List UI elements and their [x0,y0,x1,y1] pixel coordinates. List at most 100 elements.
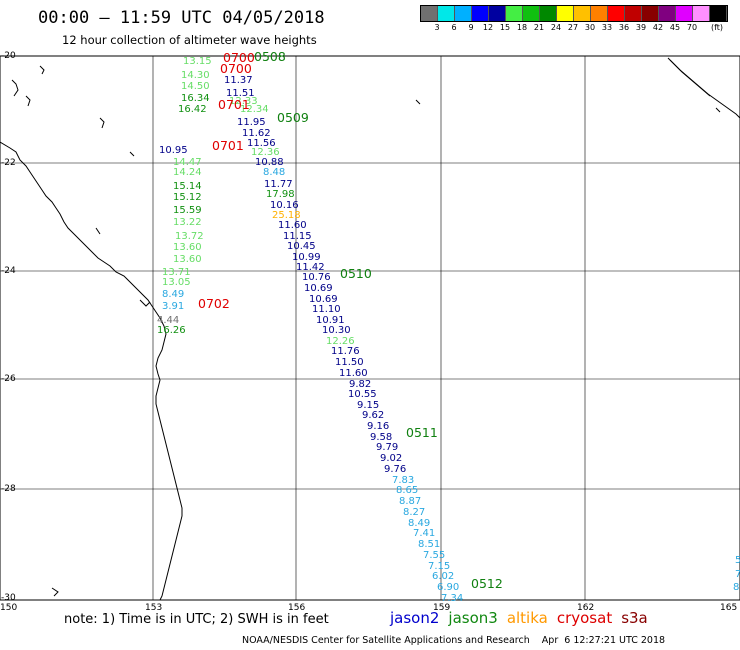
wave-height-value: 10.55 [348,389,377,400]
wave-height-value: 11.51 [226,88,255,99]
color-scale-label: 18 [516,23,528,32]
color-scale-label: 42 [652,23,664,32]
wave-height-value: 11.60 [339,368,368,379]
wave-height-value: 11.42 [296,262,325,273]
color-swatch [676,6,693,21]
color-swatch [659,6,676,21]
wave-height-value: 10.69 [309,294,338,305]
wave-height-value: 7.41 [413,528,436,539]
wave-height-value: 4.44 [157,315,180,326]
wave-height-value: 13.60 [173,254,202,265]
color-swatch [608,6,625,21]
color-scale-label: 36 [618,23,630,32]
latitude-label: -24 [1,266,16,276]
map-title: 00:00 – 11:59 UTC 04/05/2018 [38,8,325,28]
color-scale-label: 33 [601,23,613,32]
longitude-label: 150 [0,603,18,613]
color-scale-label: 3 [434,23,440,32]
wave-height-value: 7 [735,569,740,580]
wave-height-value: 16.26 [157,325,186,336]
wave-height-value: 6.02 [432,571,455,582]
wave-height-value: 9.16 [367,421,390,432]
longitude-label: 159 [433,603,451,613]
color-scale-label: 12 [482,23,494,32]
wave-height-value: 13.15 [183,56,212,67]
color-swatch [540,6,557,21]
coastline-australia [0,65,421,601]
color-scale-label: 15 [499,23,511,32]
color-scale-label: 45 [669,23,681,32]
color-swatch [557,6,574,21]
color-swatch [710,6,727,21]
wave-height-value: 8.48 [263,167,286,178]
wave-height-value: 16.34 [181,93,210,104]
pass-time-label: 0510 [340,266,372,281]
wave-height-value: 16.42 [178,104,207,115]
wave-height-value: 11.15 [283,231,312,242]
wave-height-value: 10.95 [159,145,188,156]
wave-height-value: 11.95 [237,117,266,128]
color-scale-label: 21 [533,23,545,32]
wave-height-value: 8.27 [403,507,426,518]
color-scale-label: 30 [584,23,596,32]
color-swatch [489,6,506,21]
wave-height-value: 8.49 [162,289,185,300]
color-swatch [472,6,489,21]
wave-height-value: 11.62 [242,128,271,139]
wave-height-value: 10.88 [255,157,284,168]
color-swatch [693,6,710,21]
satellite-legend: jason2 jason3 altika cryosat s3a [390,609,657,627]
wave-height-value: 17.98 [266,189,295,200]
wave-height-value: 9.58 [370,432,393,443]
color-swatch [455,6,472,21]
pass-time-label: 0700 [220,61,252,76]
pass-time-label: 0702 [198,296,230,311]
color-scale-label: 39 [635,23,647,32]
wave-height-value: 13.60 [173,242,202,253]
wave-height-value: 10.91 [316,315,345,326]
wave-height-value: 3.91 [162,301,185,312]
wave-height-value: 10.45 [287,241,316,252]
color-scale-label: (ft) [711,23,724,32]
legend-item-jason2: jason2 [390,609,440,627]
map-subtitle: 12 hour collection of altimeter wave hei… [62,33,317,47]
latitude-label: -30 [1,593,16,603]
color-scale-labels: 3 6 9 12 15 18 21 24 27 30 33 36 39 42 45 70 (ft) [420,23,740,35]
wave-height-value: 7.83 [392,475,415,486]
latitude-label: -22 [1,158,16,168]
color-scale-label: 6 [451,23,457,32]
wave-height-value: 9.82 [349,379,372,390]
longitude-label: 156 [288,603,306,613]
wave-height-value: 10.30 [322,325,351,336]
color-swatch [591,6,608,21]
wave-height-value: 15.12 [173,192,202,203]
longitude-label: 153 [145,603,163,613]
color-swatch [625,6,642,21]
color-swatch [421,6,438,21]
wave-height-value: 14.30 [181,70,210,81]
wave-height-value: 12.33 [229,96,258,107]
pass-time-label: 0701 [218,97,250,112]
wave-height-value: 10.16 [270,200,299,211]
wave-height-value: 13.71 [162,267,191,278]
pass-time-label: 0512 [471,576,503,591]
wave-height-value: 14.47 [173,157,202,168]
wave-height-value: 10.76 [302,272,331,283]
footer-credit: NOAA/NESDIS Center for Satellite Applica… [242,635,666,646]
pass-time-label: 0511 [406,425,438,440]
wave-height-value: 11.56 [247,138,276,149]
color-scale-label: 27 [567,23,579,32]
legend-item-altika: altika [506,609,548,627]
wave-height-value: 7.15 [428,561,451,572]
wave-height-value: 15.59 [173,205,202,216]
wave-height-value: 9.15 [357,400,380,411]
wave-height-value: 9.62 [362,410,385,421]
wave-height-value: 10.69 [304,283,333,294]
wave-height-value: 7.55 [423,550,446,561]
wave-height-value: 5 [735,555,740,566]
wave-height-value: 15.14 [173,181,202,192]
longitude-label: 165 [720,603,738,613]
color-scale-label: 24 [550,23,562,32]
wave-height-color-scale [420,5,728,22]
